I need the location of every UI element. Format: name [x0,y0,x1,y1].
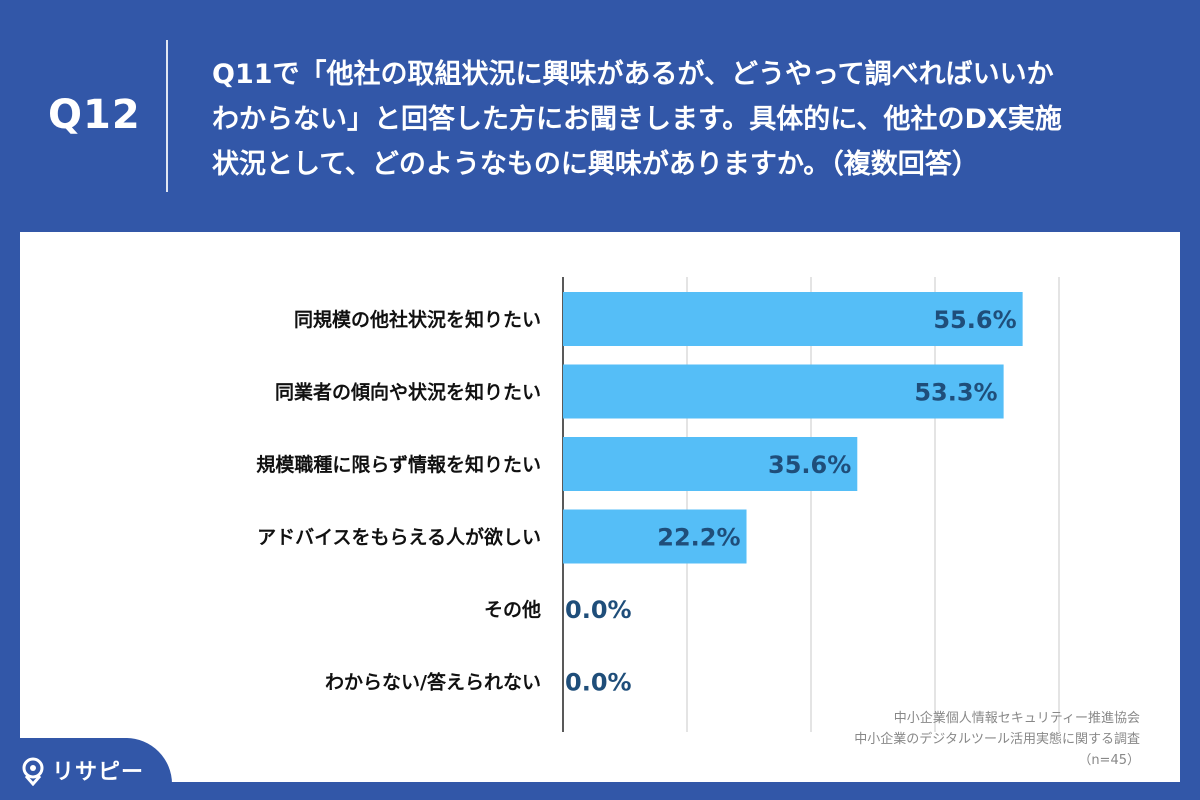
question-line: わからない」と回答した方にお聞きします。具体的に、他社のDX実施 [212,104,1062,135]
source-note: 中小企業個人情報セキュリティー推進協会 中小企業のデジタルツール活用実態に関する… [854,708,1140,771]
category-label: アドバイスをもらえる人が欲しい [257,526,541,549]
data-label: 22.2% [657,524,740,552]
question-text: Q11で「他社の取組状況に興味があるが、どうやって調べればいいか わからない」と… [212,52,1172,187]
question-number: Q12 [48,92,141,138]
header-divider [166,40,168,192]
source-line: （n=45） [1078,753,1140,768]
chart-panel: 同規模の他社状況を知りたい 55.6% 同業者の傾向や状況を知りたい 53.3% 規模職… [20,232,1180,782]
brand-logo: リサピー [0,738,172,800]
bar [563,364,1004,419]
source-line: 中小企業のデジタルツール活用実態に関する調査 [854,732,1140,747]
data-label: 0.0% [565,669,632,697]
bar [563,437,858,491]
data-label: 35.6% [768,451,851,479]
data-label: 55.6% [933,306,1016,334]
category-label: 同規模の他社状況を知りたい [294,308,541,331]
question-line: Q11で「他社の取組状況に興味があるが、どうやって調べればいいか [212,59,1054,90]
data-label: 0.0% [565,596,632,624]
bar [563,509,747,564]
category-label: 同業者の傾向や状況を知りたい [275,381,541,404]
category-label: 規模職種に限らず情報を知りたい [256,453,541,476]
data-label: 53.3% [914,379,997,407]
question-line: 状況として、どのようなものに興味がありますか。（複数回答） [212,149,979,180]
brand-name: リサピー [52,760,145,785]
source-line: 中小企業個人情報セキュリティー推進協会 [893,711,1140,726]
category-label: その他 [484,598,541,621]
bar-chart: 同規模の他社状況を知りたい 55.6% 同業者の傾向や状況を知りたい 53.3% 規模職… [256,277,1060,732]
header: Q12 Q11で「他社の取組状況に興味があるが、どうやって調べればいいか わから… [0,0,1200,232]
bar [563,292,1023,346]
category-label: わからない/答えられない [325,671,541,694]
map-pin-icon [22,757,44,786]
